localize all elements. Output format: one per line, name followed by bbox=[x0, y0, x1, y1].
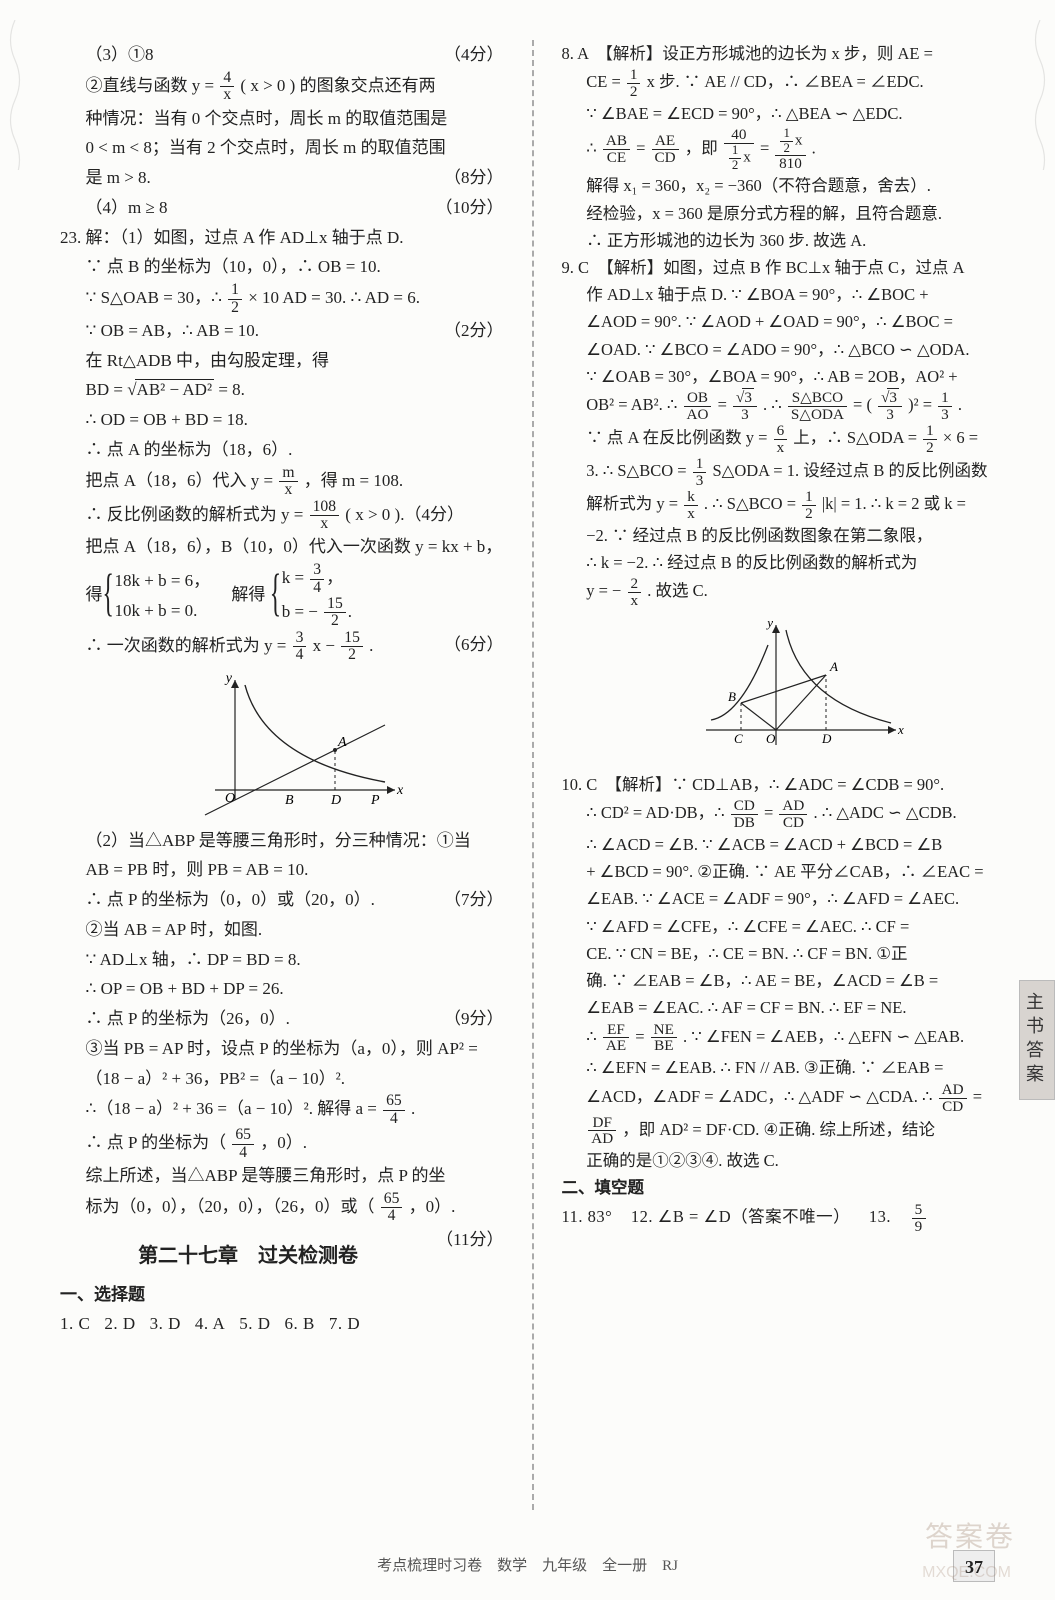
text: 把点 A（18，6）代入 y = bbox=[86, 471, 274, 490]
fraction: 34 bbox=[293, 630, 307, 664]
text: ∵ AD⊥x 轴，∴ DP = BD = 8. bbox=[86, 945, 504, 975]
fraction: 654 bbox=[381, 1191, 403, 1225]
text: . bbox=[369, 636, 373, 655]
score: （2分） bbox=[444, 316, 504, 346]
text: ，得 m = 108. bbox=[304, 471, 403, 490]
text: ∴ 点 P 的坐标为（0，0）或（20，0）. bbox=[86, 890, 375, 909]
svg-text:D: D bbox=[330, 793, 341, 808]
left-column: （3）①8 （4分） ②直线与函数 y = 4x ( x > 0 ) 的图象交点还… bbox=[60, 40, 504, 1510]
text: ∴（18 − a）² + 36 =（a − 10）². 解得 a = bbox=[86, 1099, 377, 1118]
text: （4）m ≥ 8 bbox=[86, 198, 168, 217]
text: ∵ 点 B 的坐标为（10，0），∴ OB = 10. bbox=[86, 252, 504, 282]
svg-text:x: x bbox=[897, 722, 904, 737]
text: 把点 A（18，6），B（10，0）代入一次函数 y = kx + b， bbox=[86, 532, 504, 562]
text: （3）①8 bbox=[86, 45, 154, 64]
text: ∴ OD = OB + BD = 18. bbox=[86, 405, 504, 435]
svg-text:B: B bbox=[728, 689, 736, 704]
text: ②当 AB = AP 时，如图. bbox=[86, 915, 504, 945]
left-border-deco bbox=[6, 20, 24, 170]
text: （2）当△ABP 是等腰三角形时，分三种情况：①当 bbox=[86, 826, 504, 856]
text: x − bbox=[313, 636, 335, 655]
svg-text:O: O bbox=[766, 731, 776, 746]
text: 种情况：当有 0 个交点时，周长 m 的取值范围是 bbox=[86, 104, 504, 134]
fraction: 654 bbox=[232, 1127, 254, 1161]
content-columns: （3）①8 （4分） ②直线与函数 y = 4x ( x > 0 ) 的图象交点还… bbox=[60, 40, 1005, 1510]
svg-text:y: y bbox=[223, 671, 232, 686]
section-1: 一、选择题 bbox=[60, 1280, 504, 1310]
text: ②直线与函数 y = bbox=[86, 76, 215, 95]
mc-answers: 1. C2. D3. D4. A5. D6. B7. D bbox=[60, 1309, 504, 1339]
svg-text:B: B bbox=[285, 793, 294, 808]
graph-q9: O y x A B C D bbox=[686, 615, 906, 765]
section-2: 二、填空题 bbox=[562, 1175, 1006, 1202]
right-border-deco bbox=[1031, 20, 1049, 170]
side-tab: 主书答案 bbox=[1019, 980, 1055, 1100]
svg-text:A: A bbox=[337, 735, 347, 750]
text: ，0）. bbox=[260, 1133, 307, 1152]
graph-q23: O y x A B D P bbox=[185, 670, 405, 820]
text: × 10 AD = 30. ∴ AD = 6. bbox=[248, 288, 420, 307]
text: ，0）. bbox=[409, 1197, 456, 1216]
text: = 8. bbox=[214, 380, 245, 399]
text: ∵ S△OAB = 30，∴ bbox=[86, 288, 222, 307]
footer: 考点梳理时习卷 数学 九年级 全一册 RJ bbox=[0, 1554, 1055, 1578]
fraction: 12 bbox=[228, 282, 242, 316]
svg-text:D: D bbox=[821, 731, 832, 746]
score: （7分） bbox=[444, 885, 504, 915]
svg-text:C: C bbox=[734, 731, 743, 746]
q10: 10. C 【解析】∵ CD⊥AB，∴ ∠ADC = ∠CDB = 90°. bbox=[562, 771, 1006, 798]
fraction: 654 bbox=[383, 1093, 405, 1127]
text: ∴ OP = OB + BD + DP = 26. bbox=[86, 974, 504, 1004]
svg-text:x: x bbox=[396, 783, 404, 798]
fraction: 152 bbox=[341, 630, 363, 664]
fill-answers: 11. 83° 12. ∠B = ∠D（答案不唯一） 13. 59 bbox=[562, 1202, 1006, 1235]
text: ( x > 0 ) 的图象交点还有两 bbox=[240, 76, 435, 95]
q9: 9. C 【解析】如图，过点 B 作 BC⊥x 轴于点 C，过点 A bbox=[562, 254, 1006, 281]
text: ∵ OB = AB，∴ AB = 10. bbox=[86, 321, 260, 340]
score: （4分） bbox=[444, 40, 504, 70]
text: 标为（0，0），（20，0），（26，0）或（ bbox=[86, 1197, 375, 1216]
sqrt: AB² − AD² bbox=[127, 380, 214, 399]
fraction: 4x bbox=[220, 70, 234, 104]
score: （8分） bbox=[444, 163, 504, 193]
text: 0 < m < 8；当有 2 个交点时，周长 m 的取值范围 bbox=[86, 133, 504, 163]
text: （18 − a）² + 36，PB² =（a − 10）². bbox=[86, 1064, 504, 1094]
text: ③当 PB = AP 时，设点 P 的坐标为（a，0），则 AP² = bbox=[86, 1034, 504, 1064]
right-column: 8. A 【解析】设正方形城池的边长为 x 步，则 AE = CE = 12 x… bbox=[562, 40, 1006, 1510]
brace-solution: k = 34， b = − 152. bbox=[270, 562, 352, 630]
text: ∴ 点 A 的坐标为（18，6）. bbox=[86, 435, 504, 465]
score: （11分） bbox=[436, 1225, 503, 1255]
page: （3）①8 （4分） ②直线与函数 y = 4x ( x > 0 ) 的图象交点还… bbox=[0, 0, 1055, 1600]
text: 在 Rt△ADB 中，由勾股定理，得 bbox=[86, 346, 504, 376]
fraction: 108x bbox=[310, 499, 339, 533]
text: 综上所述，当△ABP 是等腰三角形时，点 P 的坐 bbox=[86, 1161, 504, 1191]
score: （10分） bbox=[436, 193, 504, 223]
text: ∴ 点 P 的坐标为（26，0）. bbox=[86, 1009, 290, 1028]
svg-text:O: O bbox=[225, 791, 235, 806]
q8: 8. A 【解析】设正方形城池的边长为 x 步，则 AE = bbox=[562, 40, 1006, 67]
text: ∴ 反比例函数的解析式为 y = bbox=[86, 504, 304, 523]
text: ( x > 0 ).（4分） bbox=[345, 504, 464, 523]
watermark-url: MXQE.COM bbox=[922, 1560, 1011, 1586]
svg-text:y: y bbox=[765, 615, 773, 630]
svg-text:P: P bbox=[370, 793, 380, 808]
text: 解得 bbox=[214, 585, 265, 604]
score: （9分） bbox=[444, 1004, 504, 1034]
text: BD = bbox=[86, 380, 128, 399]
text: ∴ 点 P 的坐标为（ bbox=[86, 1133, 227, 1152]
text: AB = PB 时，则 PB = AB = 10. bbox=[86, 855, 504, 885]
fraction: mx bbox=[279, 465, 297, 499]
text: ∴ 一次函数的解析式为 y = bbox=[86, 636, 287, 655]
brace-system: 18k + b = 6， 10k + b = 0. bbox=[103, 566, 211, 626]
text: 是 m > 8. bbox=[86, 168, 151, 187]
score: （6分） bbox=[444, 630, 504, 660]
column-divider bbox=[532, 40, 534, 1510]
text: . bbox=[411, 1099, 415, 1118]
svg-text:A: A bbox=[829, 659, 838, 674]
q23-head: 23. 解：（1）如图，过点 A 作 AD⊥x 轴于点 D. bbox=[60, 223, 504, 253]
